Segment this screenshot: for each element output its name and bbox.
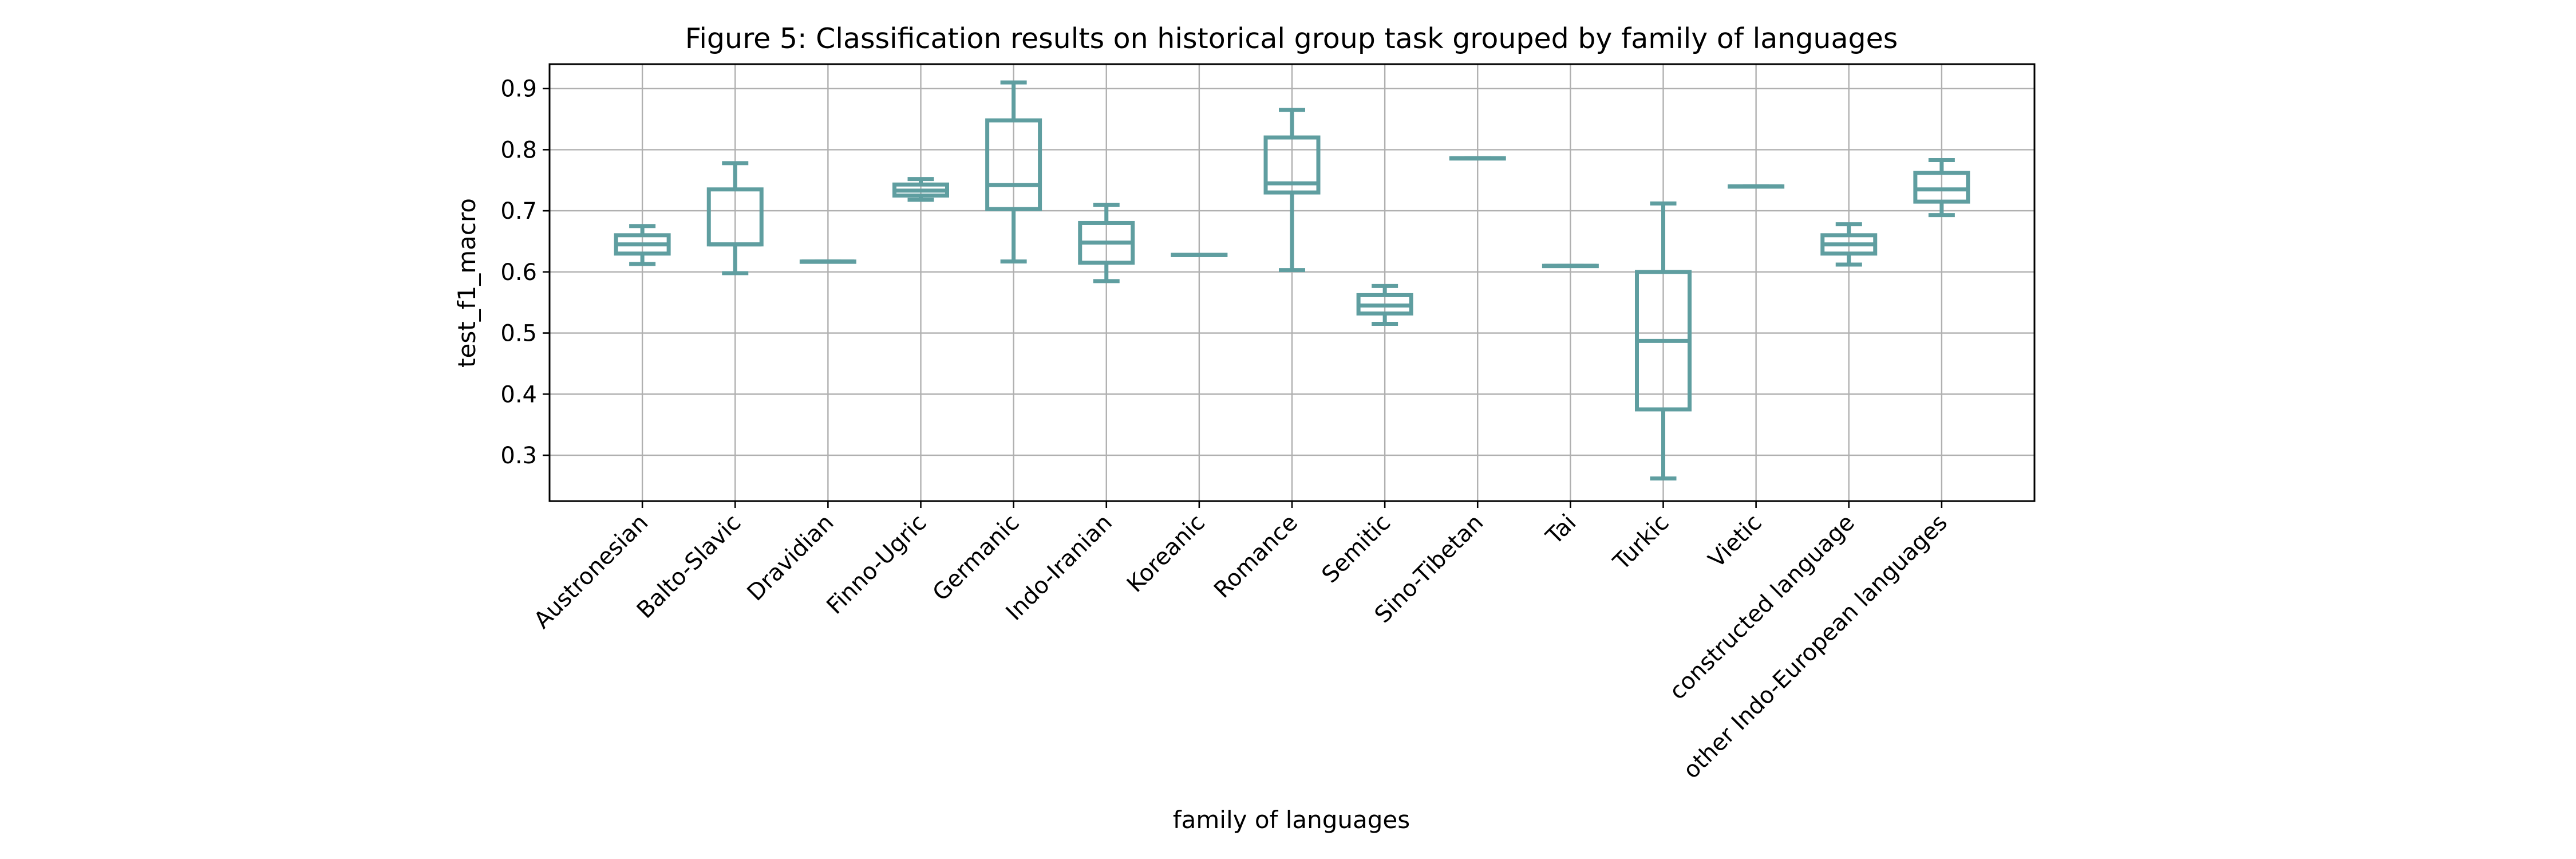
- y-axis: 0.3 0.4 0.5 0.6 0.7 0.8 0.9: [500, 76, 550, 469]
- box-11: [1635, 201, 1692, 481]
- x-tick-label: Germanic: [927, 510, 1024, 606]
- x-tick-label: Semitic: [1317, 510, 1396, 589]
- box-0: [614, 224, 671, 266]
- iqr-box: [1913, 171, 1970, 204]
- box-5: [1078, 202, 1135, 283]
- y-tick-label: 0.4: [500, 381, 537, 408]
- x-tick-label: Finno-Ugric: [821, 510, 931, 620]
- y-tick-label: 0.3: [500, 443, 537, 469]
- x-tick-label: Dravidian: [742, 510, 839, 606]
- box-13: [1820, 222, 1878, 267]
- box-7: [1263, 108, 1321, 273]
- box-8: [1356, 283, 1413, 326]
- x-tick-label: Vietic: [1704, 510, 1767, 573]
- x-tick-label: Romance: [1209, 510, 1303, 604]
- chart-title: Figure 5: Classification results on hist…: [685, 22, 1898, 55]
- x-tick-label: constructed language: [1664, 510, 1859, 705]
- x-tick-label: Turkic: [1608, 510, 1674, 576]
- box-4: [985, 80, 1042, 264]
- box-9: [1449, 156, 1506, 161]
- box-14: [1913, 158, 1970, 218]
- boxes: [614, 80, 1970, 481]
- x-axis: AustronesianBalto-SlavicDravidianFinno-U…: [529, 501, 1953, 784]
- y-tick-label: 0.5: [500, 321, 537, 347]
- x-tick-label: Tai: [1540, 510, 1581, 550]
- y-tick-label: 0.6: [500, 259, 537, 286]
- box-3: [892, 177, 949, 202]
- y-axis-label: test_f1_macro: [453, 198, 481, 368]
- box-12: [1728, 184, 1785, 189]
- box-1: [706, 161, 764, 275]
- y-tick-label: 0.8: [500, 137, 537, 163]
- iqr-box: [1263, 135, 1321, 195]
- x-tick-label: Koreanic: [1122, 510, 1210, 598]
- y-tick-label: 0.9: [500, 76, 537, 103]
- x-axis-label: family of languages: [1173, 806, 1410, 834]
- iqr-box: [985, 118, 1042, 211]
- y-tick-label: 0.7: [500, 198, 537, 224]
- x-tick-label: Austronesian: [529, 510, 653, 634]
